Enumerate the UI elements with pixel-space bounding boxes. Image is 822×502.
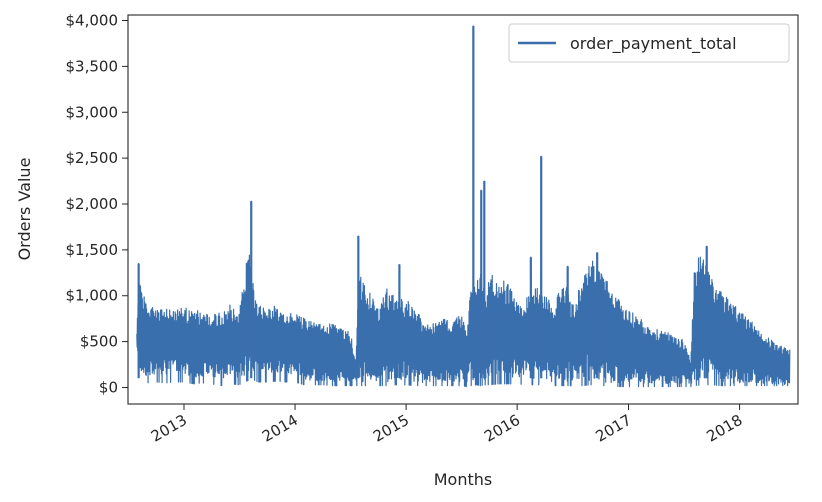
plot-frame [127, 14, 799, 405]
legend: order_payment_total [508, 23, 790, 63]
legend-label: order_payment_total [570, 34, 737, 54]
series-line-order-payment-total [136, 25, 791, 388]
y-tick-label: $3,000 [66, 103, 119, 121]
y-tick-label: $4,000 [66, 12, 119, 30]
y-axis-label: Orders Value [15, 158, 34, 261]
x-tick-label: 2014 [259, 411, 301, 446]
y-tick-label: $2,500 [66, 149, 119, 167]
x-tick-label: 2015 [370, 411, 412, 446]
legend-box [508, 23, 790, 63]
x-tick-label: 2013 [148, 411, 190, 446]
x-tick-label: 2016 [481, 411, 523, 446]
series-layer [136, 25, 791, 388]
y-tick-label: $1,500 [66, 241, 119, 259]
y-tick-label: $0 [99, 378, 118, 396]
x-tick-label: 2017 [592, 411, 634, 446]
y-tick-label: $3,500 [66, 57, 119, 75]
y-axis: $0 $500 $1,000 $1,500 $2,000 $2,500 $3,000 $3,5… [66, 12, 128, 396]
y-tick-label: $500 [80, 333, 118, 351]
x-axis: 2013 2014 2015 2016 2017 2018 [148, 404, 746, 446]
y-tick-label: $2,000 [66, 195, 119, 213]
x-tick-label: 2018 [704, 411, 746, 446]
x-axis-label: Months [434, 470, 492, 489]
y-tick-label: $1,000 [66, 287, 119, 305]
